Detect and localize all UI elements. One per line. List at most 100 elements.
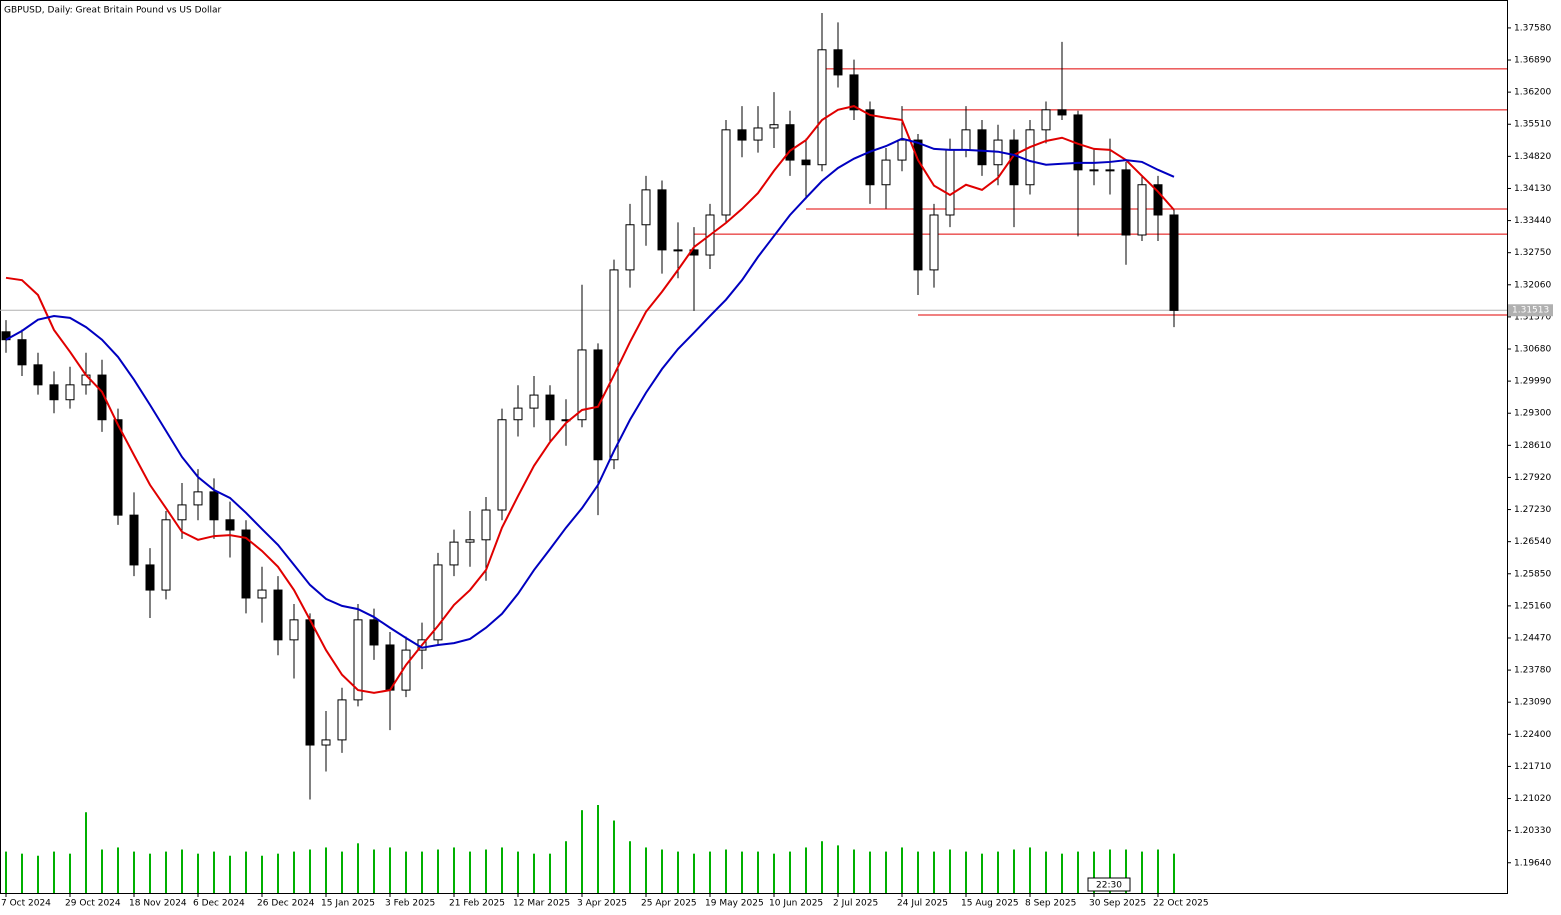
volume-bar: [1109, 849, 1111, 893]
volume-bar: [549, 853, 551, 893]
volume-bar: [501, 847, 503, 893]
x-tick-label: 15 Jan 2025: [321, 899, 375, 909]
candle-body: [497, 419, 507, 511]
last-price-box: [1508, 304, 1553, 317]
x-tick-label: 12 Mar 2025: [513, 899, 570, 909]
volume-bar: [901, 847, 903, 893]
volume-bar: [229, 855, 231, 893]
x-tick-label: 26 Dec 2024: [257, 899, 315, 909]
last-price-label: 1.31513: [1512, 306, 1549, 316]
candle-body: [337, 699, 347, 741]
candle-body: [1169, 214, 1179, 311]
candle-body: [465, 539, 475, 543]
y-tick-label: 1.28610: [1514, 441, 1551, 451]
x-tick-label: 10 Jun 2025: [769, 899, 823, 909]
volume-bar: [325, 847, 327, 893]
volume-bar: [21, 853, 23, 893]
volume-bar: [997, 851, 999, 893]
x-tick-label: 3 Apr 2025: [577, 899, 627, 909]
volume-bar: [709, 851, 711, 893]
candle-body: [193, 491, 203, 506]
volume-bar: [1157, 849, 1159, 893]
volume-bar: [1061, 853, 1063, 893]
candle-body: [913, 139, 923, 271]
y-tick-label: 1.27230: [1514, 505, 1551, 515]
volume-bar: [789, 851, 791, 893]
moving-average: [5, 137, 1175, 649]
volume-bar: [101, 849, 103, 893]
candle-body: [977, 129, 987, 166]
y-tick-label: 1.34130: [1514, 184, 1551, 194]
volume-bar: [597, 805, 599, 893]
volume-bar: [981, 853, 983, 893]
candle-body: [1105, 169, 1115, 172]
chart-title: GBPUSD, Daily: Great Britain Pound vs US…: [4, 6, 222, 16]
volume-bar: [725, 849, 727, 893]
y-tick-label: 1.27920: [1514, 473, 1551, 483]
y-tick-label: 1.23090: [1514, 698, 1551, 708]
volume-bar: [389, 847, 391, 893]
volume-bar: [117, 847, 119, 893]
volume-bar: [245, 851, 247, 893]
candle-body: [801, 159, 811, 166]
y-tick-label: 1.31370: [1514, 312, 1551, 322]
candle-body: [353, 619, 363, 701]
volume-bar: [149, 853, 151, 893]
volume-bar: [421, 851, 423, 893]
volume-bar: [693, 853, 695, 893]
candle-body: [849, 74, 859, 111]
candle-body: [33, 364, 43, 386]
candle-body: [1137, 184, 1147, 236]
volume-bar: [181, 849, 183, 893]
y-tick-label: 1.30680: [1514, 345, 1551, 355]
volume-bar: [757, 851, 759, 893]
candle-body: [177, 504, 187, 521]
volume-bar: [533, 853, 535, 893]
x-tick-label: 19 May 2025: [705, 899, 764, 909]
timer-box: [1087, 877, 1131, 892]
candle-body: [273, 589, 283, 641]
volume-bar: [853, 849, 855, 893]
candle-body: [817, 49, 827, 166]
x-tick-label: 6 Dec 2024: [193, 899, 245, 909]
volume-bar: [437, 849, 439, 893]
candle-body: [785, 124, 795, 161]
candle-body: [865, 109, 875, 186]
volume-bar: [341, 851, 343, 893]
volume-bar: [469, 851, 471, 893]
candle-body: [673, 249, 683, 252]
volume-bar: [133, 851, 135, 893]
volume-bar: [213, 851, 215, 893]
volume-bar: [645, 847, 647, 893]
volume-bar: [917, 851, 919, 893]
candle-body: [897, 139, 907, 161]
candle-body: [1153, 184, 1163, 216]
candle-body: [113, 419, 123, 516]
volume-bar: [821, 841, 823, 893]
volume-bar: [565, 841, 567, 893]
x-tick-label: 15 Aug 2025: [961, 899, 1019, 909]
volume-bar: [197, 853, 199, 893]
candle-body: [225, 519, 235, 531]
y-tick-label: 1.22400: [1514, 730, 1551, 740]
candle-body: [641, 189, 651, 226]
candle-body: [145, 564, 155, 591]
volume-bar: [629, 841, 631, 893]
candle-body: [1025, 129, 1035, 186]
y-tick-label: 1.29990: [1514, 377, 1551, 387]
plot-layer: 22:30: [0, 13, 1507, 893]
candle-body: [529, 394, 539, 409]
candle-body: [737, 129, 747, 141]
volume-bar: [277, 853, 279, 893]
timer: 22:30: [1096, 881, 1122, 891]
volume-bar: [805, 847, 807, 893]
y-tick-label: 1.25160: [1514, 601, 1551, 611]
volume-bar: [485, 849, 487, 893]
y-tick-label: 1.32750: [1514, 248, 1551, 258]
candle-body: [65, 384, 75, 401]
candle-body: [129, 514, 139, 566]
y-tick-label: 1.33440: [1514, 216, 1551, 226]
volume-bar: [293, 851, 295, 893]
y-tick-label: 1.19640: [1514, 858, 1551, 868]
